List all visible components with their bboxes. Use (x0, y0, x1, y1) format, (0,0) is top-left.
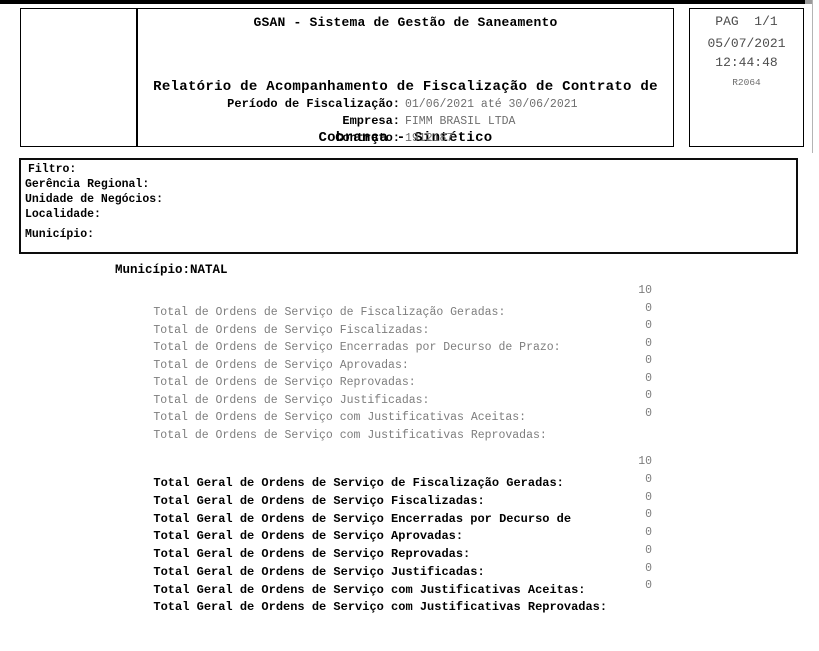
row-label: Total Geral de Ordens de Serviço de Fisc… (153, 476, 564, 490)
row-label: Total Geral de Ordens de Serviço Encerra… (153, 512, 572, 526)
total-row: Total Geral de Ordens de Serviço Encerra… (115, 491, 652, 526)
locality-label: Localidade: (25, 208, 101, 221)
company-value: FIMM BRASIL LTDA (405, 115, 516, 128)
total-row: Total Geral de Ordens de Serviço com Jus… (115, 562, 652, 597)
report-time: 12:44:48 (715, 55, 778, 70)
table-row: Total de Ordens de Serviço de Fiscalizaç… (115, 284, 652, 319)
table-row: Total de Ordens de Serviço Justificadas:… (115, 372, 652, 407)
report-header-cell: GSAN - Sistema de Gestão de Saneamento R… (137, 8, 674, 147)
period-value: 01/06/2021 até 30/06/2021 (405, 98, 578, 111)
report-subtitle: Relatório de Acompanhamento de Fiscaliza… (138, 45, 673, 181)
table-row: Total de Ordens de Serviço com Justifica… (115, 407, 652, 442)
top-divider-bar-end (805, 0, 813, 4)
company-field: Empresa: FIMM BRASIL LTDA (138, 113, 673, 130)
page-title: GSAN - Sistema de Gestão de Saneamento (253, 15, 558, 30)
page-info-cell: PAG 1/1 05/07/2021 12:44:48 R2064 (689, 8, 804, 147)
row-value: 0 (645, 319, 652, 332)
logo-cell (20, 8, 137, 147)
total-row: Total Geral de Ordens de Serviço Justifi… (115, 544, 652, 579)
report-code: R2064 (732, 77, 761, 88)
contract-field: Contrato: 1912187 (138, 130, 673, 147)
row-value: 0 (645, 389, 652, 402)
row-label: Total de Ordens de Serviço com Justifica… (153, 411, 527, 424)
table-row: Total de Ordens de Serviço Encerradas po… (115, 319, 652, 354)
report-page: GSAN - Sistema de Gestão de Saneamento R… (0, 0, 813, 614)
top-divider-bar (0, 0, 805, 4)
total-row: Total Geral de Ordens de Serviço Fiscali… (115, 473, 652, 508)
row-value: 0 (645, 354, 652, 367)
row-value: 0 (645, 473, 652, 486)
filter-label: Filtro: (28, 163, 77, 176)
table-row: Total de Ordens de Serviço Reprovadas: 0 (115, 354, 652, 389)
row-value: 10 (638, 284, 652, 297)
filter-box: Filtro: Gerência Regional: Unidade de Ne… (19, 158, 798, 254)
company-label: Empresa: (342, 114, 400, 128)
business-unit-label: Unidade de Negócios: (25, 193, 164, 206)
row-label: Total Geral de Ordens de Serviço com Jus… (153, 583, 586, 597)
total-row: Total Geral de Ordens de Serviço com Jus… (115, 579, 652, 614)
row-value: 0 (645, 544, 652, 557)
row-label: Total Geral de Ordens de Serviço com Jus… (153, 600, 608, 614)
row-label: Total Geral de Ordens de Serviço Fiscali… (153, 494, 485, 508)
row-label: Total de Ordens de Serviço Encerradas po… (153, 341, 561, 354)
page-number: PAG 1/1 (715, 14, 778, 29)
row-value: 0 (645, 491, 652, 504)
row-label: Total Geral de Ordens de Serviço Aprovad… (153, 529, 464, 543)
report-subtitle-line2: Cobrança - Sintético (318, 130, 493, 146)
report-date: 05/07/2021 (707, 36, 786, 51)
row-value: 0 (645, 526, 652, 539)
row-label: Total de Ordens de Serviço de Fiscalizaç… (153, 306, 506, 319)
row-label: Total Geral de Ordens de Serviço Justifi… (153, 565, 485, 579)
row-label: Total de Ordens de Serviço Fiscalizadas: (153, 324, 430, 337)
table-row: Total de Ordens de Serviço Fiscalizadas:… (115, 302, 652, 337)
total-row: Total Geral de Ordens de Serviço de Fisc… (115, 455, 652, 490)
row-value: 0 (645, 337, 652, 350)
row-value: 10 (638, 455, 652, 468)
row-label: Total Geral de Ordens de Serviço Reprova… (153, 547, 471, 561)
report-parameters: Período de Fiscalização: 01/06/2021 até … (138, 96, 673, 147)
row-label: Total de Ordens de Serviço com Justifica… (153, 429, 547, 442)
row-value: 0 (645, 407, 652, 420)
table-row: Total de Ordens de Serviço Aprovadas: 0 (115, 337, 652, 372)
total-row: Total Geral de Ordens de Serviço Reprova… (115, 526, 652, 561)
municipality-section-header: Município:NATAL (115, 263, 228, 277)
period-label: Período de Fiscalização: (227, 97, 400, 111)
row-value: 0 (645, 579, 652, 592)
page-right-edge (812, 0, 813, 153)
row-label: Total de Ordens de Serviço Aprovadas: (153, 359, 409, 372)
row-label: Total de Ordens de Serviço Reprovadas: (153, 376, 416, 389)
row-value: 0 (645, 562, 652, 575)
municipality-label: Município: (25, 228, 95, 241)
row-label: Total de Ordens de Serviço Justificadas: (153, 394, 430, 407)
contract-value: 1912187 (405, 132, 454, 145)
period-field: Período de Fiscalização: 01/06/2021 até … (138, 96, 673, 113)
contract-label: Contrato: (335, 131, 400, 145)
total-row: Total Geral de Ordens de Serviço Aprovad… (115, 508, 652, 543)
table-row: Total de Ordens de Serviço com Justifica… (115, 389, 652, 424)
row-value: 0 (645, 508, 652, 521)
row-value: 0 (645, 302, 652, 315)
row-value: 0 (645, 372, 652, 385)
report-subtitle-line1: Relatório de Acompanhamento de Fiscaliza… (153, 79, 658, 95)
regional-management-label: Gerência Regional: (25, 178, 150, 191)
